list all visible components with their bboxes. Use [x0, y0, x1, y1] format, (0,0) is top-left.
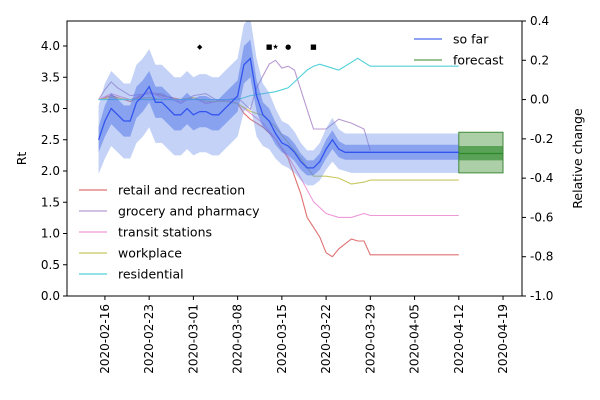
- legend-mobility-label-1: grocery and pharmacy: [118, 204, 260, 219]
- x-tick-label-6: 2020-03-29: [363, 304, 377, 374]
- y-tick-label-right-5: 0.0: [530, 93, 549, 107]
- event-marker-2: ★: [272, 43, 278, 51]
- x-tick-label-1: 2020-02-23: [142, 304, 156, 374]
- y-tick-label-left-7: 3.5: [41, 70, 60, 84]
- x-tick-label-4: 2020-03-15: [275, 304, 289, 374]
- legend-mobility-label-3: workplace: [118, 246, 182, 261]
- x-tick-label-8: 2020-04-12: [452, 304, 466, 374]
- legend-rt-label-0: so far: [453, 32, 489, 47]
- event-marker-3: ●: [285, 43, 291, 51]
- right-axis: -1.0 -0.8 -0.6 -0.4 -0.2 0.0 0.2 0.4: [522, 14, 553, 303]
- y-tick-label-right-7: 0.4: [530, 14, 549, 28]
- x-tick-label-7: 2020-04-05: [408, 304, 422, 374]
- legend-mobility: retail and recreation grocery and pharmac…: [79, 183, 260, 282]
- y-tick-label-left-3: 1.5: [41, 195, 60, 209]
- y-tick-label-right-3: -0.4: [530, 171, 553, 185]
- legend-rt: so far forecast: [414, 32, 504, 68]
- x-tick-label-9: 2020-04-19: [496, 304, 510, 374]
- y-axis-label-right: Relative change: [570, 108, 585, 209]
- rt-so-far-outer-band: [98, 21, 459, 186]
- left-axis: 0.0 0.5 1.0 1.5 2.0 2.5 3.0 3.5 4.0: [41, 39, 67, 303]
- y-tick-label-left-1: 0.5: [41, 258, 60, 272]
- event-marker-1: ■: [266, 43, 273, 51]
- y-axis-label-left: Rt: [14, 152, 29, 166]
- x-tick-label-0: 2020-02-16: [98, 304, 112, 374]
- y-tick-label-left-5: 2.5: [41, 133, 60, 147]
- y-tick-label-left-0: 0.0: [41, 289, 60, 303]
- y-tick-label-right-2: -0.6: [530, 210, 553, 224]
- y-tick-label-right-4: -0.2: [530, 132, 553, 146]
- rt-so-far-inner-band: [98, 39, 459, 176]
- y-tick-label-left-2: 1.0: [41, 227, 60, 241]
- legend-mobility-label-0: retail and recreation: [118, 183, 245, 198]
- rt-lines-layer: [97, 57, 503, 169]
- plot-frame: [66, 20, 523, 297]
- legend-mobility-label-2: transit stations: [118, 225, 212, 240]
- rt-so-far-line: [97, 57, 459, 169]
- y-tick-label-right-1: -0.8: [530, 250, 553, 264]
- y-tick-label-left-6: 3.0: [41, 102, 60, 116]
- x-tick-label-3: 2020-03-08: [231, 304, 245, 374]
- x-tick-label-5: 2020-03-22: [319, 304, 333, 374]
- legend-mobility-label-4: residential: [118, 267, 184, 282]
- x-axis: 2020-02-16 2020-02-23 2020-03-01 2020-03-08…: [98, 296, 510, 374]
- event-marker-0: ◆: [197, 43, 203, 51]
- x-tick-label-2: 2020-03-01: [186, 304, 200, 374]
- y-tick-label-left-4: 2.0: [41, 164, 60, 178]
- event-marker-4: ■: [310, 43, 317, 51]
- y-tick-label-right-6: 0.2: [530, 53, 549, 67]
- y-tick-label-left-8: 4.0: [41, 39, 60, 53]
- legend-rt-label-1: forecast: [453, 53, 504, 68]
- y-tick-label-right-0: -1.0: [530, 289, 553, 303]
- rt-bands-layer: [98, 21, 504, 186]
- markers-layer: ◆ ■ ★ ● ■: [197, 43, 317, 51]
